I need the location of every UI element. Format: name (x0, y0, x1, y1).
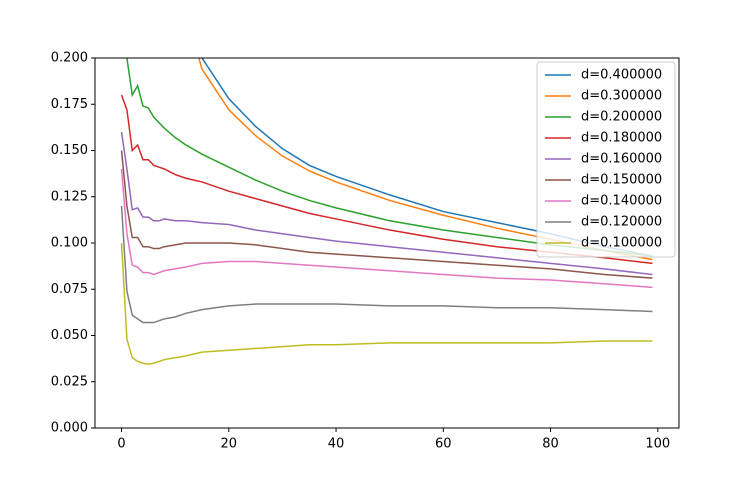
y-tick-label: 0.200 (51, 51, 88, 66)
y-tick-label: 0.000 (51, 421, 88, 436)
y-tick-label: 0.025 (51, 374, 88, 389)
y-tick-label: 0.150 (51, 143, 88, 158)
legend-label: d=0.150000 (581, 173, 662, 188)
y-tick-label: 0.075 (51, 282, 88, 297)
legend-label: d=0.400000 (581, 68, 662, 83)
y-tick-label: 0.125 (51, 189, 88, 204)
line (126, 58, 653, 257)
line (120, 205, 653, 324)
line (198, 58, 653, 261)
x-tick-label: 60 (435, 437, 452, 452)
legend-label: d=0.300000 (581, 89, 662, 104)
y-tick-label: 0.100 (51, 236, 88, 251)
legend-label: d=0.200000 (581, 110, 662, 125)
line (120, 150, 653, 279)
x-tick-label: 0 (117, 437, 125, 452)
line (120, 168, 653, 289)
line (120, 242, 653, 365)
legend-label: d=0.160000 (581, 152, 662, 167)
x-tick-label: 20 (221, 437, 238, 452)
legend-label: d=0.180000 (581, 131, 662, 146)
x-tick-label: 80 (542, 437, 559, 452)
line (120, 131, 653, 276)
legend-label: d=0.100000 (581, 236, 662, 251)
legend-box (536, 61, 676, 258)
x-tick-label: 40 (328, 437, 345, 452)
y-tick-label: 0.175 (51, 97, 88, 112)
legend-label: d=0.140000 (581, 194, 662, 209)
y-tick-label: 0.050 (51, 328, 88, 343)
plot-lines (120, 58, 653, 365)
line (201, 58, 653, 257)
line (120, 94, 653, 265)
x-tick-label: 100 (645, 437, 670, 452)
legend-label: d=0.120000 (581, 215, 662, 230)
